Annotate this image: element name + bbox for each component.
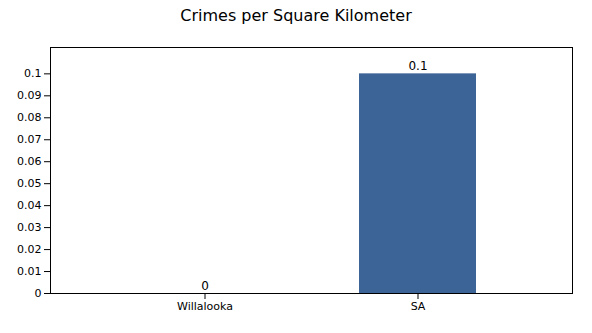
svg-text:0.01: 0.01 xyxy=(17,265,42,278)
svg-text:0.03: 0.03 xyxy=(17,221,42,234)
svg-text:Willalooka: Willalooka xyxy=(177,300,233,313)
html-text:Crimes per Square Kilometer: Crimes per Square Kilometer xyxy=(180,6,412,25)
svg-text:0.06: 0.06 xyxy=(17,155,42,168)
svg-text:0.09: 0.09 xyxy=(17,89,42,102)
svg-text:0: 0 xyxy=(201,279,209,293)
svg-text:0.07: 0.07 xyxy=(17,133,42,146)
svg-text:0.02: 0.02 xyxy=(17,243,42,256)
svg-text:0.05: 0.05 xyxy=(17,177,42,190)
svg-text:0: 0 xyxy=(35,287,42,300)
svg-text:0.1: 0.1 xyxy=(408,59,427,73)
svg-text:0.1: 0.1 xyxy=(24,67,42,80)
svg-text:SA: SA xyxy=(411,300,426,313)
svg-text:0.08: 0.08 xyxy=(17,111,42,124)
svg-text:0.04: 0.04 xyxy=(17,199,42,212)
